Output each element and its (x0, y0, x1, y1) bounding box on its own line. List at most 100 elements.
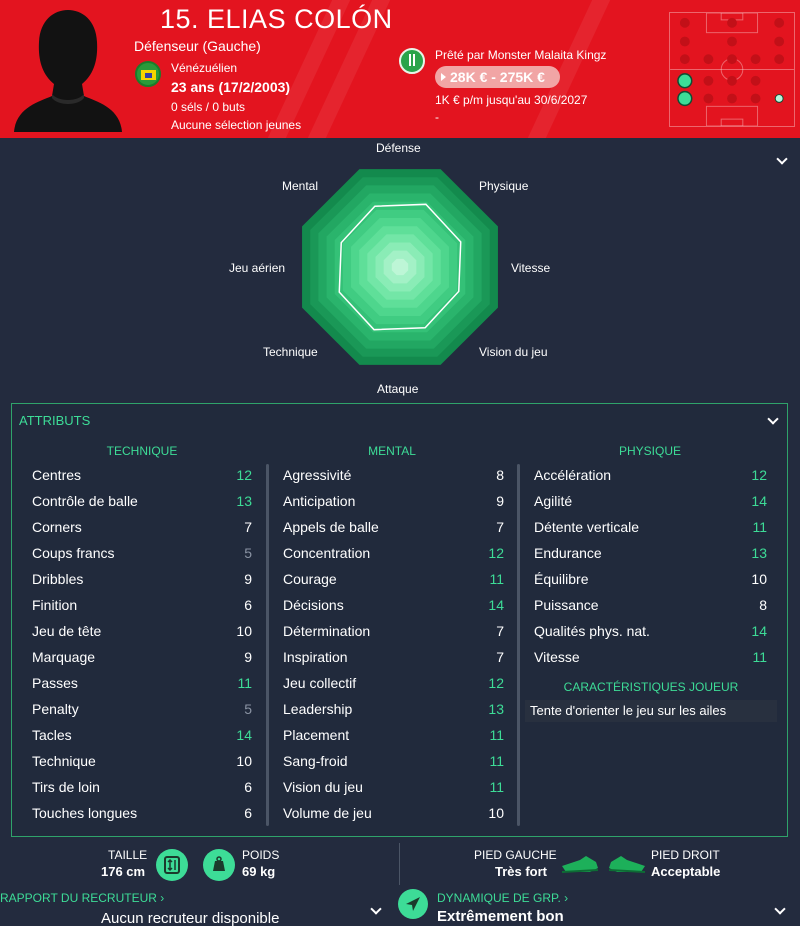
player-traits-heading: CARACTÉRISTIQUES JOUEUR (563, 680, 739, 694)
attribute-row[interactable]: Vision du jeu 11 (283, 775, 504, 801)
attribute-row[interactable]: Penalty 5 (32, 697, 252, 723)
attribute-value: 7 (496, 623, 504, 639)
attribute-value: 12 (751, 467, 767, 483)
player-name: 15. ELIAS COLÓN (160, 4, 393, 34)
weight-label: POIDS (242, 848, 280, 862)
attribute-value: 6 (244, 805, 252, 821)
footer-divider (399, 843, 400, 885)
attribute-row[interactable]: Passes 11 (32, 671, 252, 697)
attribute-row[interactable]: Placement 11 (283, 723, 504, 749)
team-dynamics-link[interactable]: DYNAMIQUE DE GRP. › (437, 891, 569, 905)
player-radar-shape (338, 203, 462, 331)
arrow-right-icon (441, 73, 446, 81)
attribute-name: Marquage (32, 649, 96, 665)
chevron-down-icon[interactable] (774, 903, 786, 915)
attribute-name: Sang-froid (283, 753, 348, 769)
attribute-row[interactable]: Jeu collectif 12 (283, 671, 504, 697)
attribute-name: Appels de balle (283, 519, 379, 535)
attribute-name: Placement (283, 727, 350, 743)
attribute-value: 11 (489, 753, 504, 769)
attribute-row[interactable]: Leadership 13 (283, 697, 504, 723)
left-foot-label: PIED GAUCHE (474, 848, 557, 862)
attribute-name: Inspiration (283, 649, 348, 665)
radar-label-mental: Mental (282, 179, 319, 193)
loan-info[interactable]: Prêté par Monster Malaita Kingz (435, 48, 607, 62)
attribute-name: Courage (283, 571, 337, 587)
attribute-row[interactable]: Technique 10 (32, 749, 252, 775)
club-logo-icon[interactable] (399, 48, 425, 74)
attribute-radar-chart (302, 169, 498, 365)
attribute-name: Agressivité (283, 467, 352, 483)
attribute-row[interactable]: Équilibre 10 (534, 567, 767, 593)
attribute-value: 6 (244, 597, 252, 613)
left-boot-icon (561, 856, 599, 873)
attribute-row[interactable]: Marquage 9 (32, 645, 252, 671)
attribute-value: 14 (751, 493, 767, 509)
attribute-value: 11 (752, 519, 767, 535)
height-icon (156, 849, 188, 881)
attribute-value: 11 (489, 727, 504, 743)
attribute-row[interactable]: Corners 7 (32, 515, 252, 541)
attribute-row[interactable]: Endurance 13 (534, 541, 767, 567)
attribute-row[interactable]: Qualités phys. nat. 14 (534, 619, 767, 645)
position-pitch-map[interactable] (669, 12, 795, 127)
attribute-value: 11 (489, 779, 504, 795)
attribute-row[interactable]: Centres 12 (32, 463, 252, 489)
attribute-row[interactable]: Puissance 8 (534, 593, 767, 619)
attribute-row[interactable]: Agressivité 8 (283, 463, 504, 489)
attribute-name: Détermination (283, 623, 371, 639)
attribute-name: Qualités phys. nat. (534, 623, 650, 639)
attribute-value: 9 (496, 493, 504, 509)
attribute-row[interactable]: Tirs de loin 6 (32, 775, 252, 801)
nationality: Vénézuélien (171, 61, 238, 75)
attribute-name: Agilité (534, 493, 573, 509)
attribute-row[interactable]: Coups francs 5 (32, 541, 252, 567)
attribute-name: Équilibre (534, 571, 589, 587)
attribute-row[interactable]: Contrôle de balle 13 (32, 489, 252, 515)
chevron-down-icon[interactable] (767, 413, 779, 425)
attribute-row[interactable]: Volume de jeu 10 (283, 801, 504, 827)
player-age: 23 ans (17/2/2003) (171, 79, 291, 95)
attribute-row[interactable]: Dribbles 9 (32, 567, 252, 593)
attribute-name: Technique (32, 753, 96, 769)
extra-info: - (435, 110, 439, 124)
attribute-row[interactable]: Appels de balle 7 (283, 515, 504, 541)
attribute-row[interactable]: Concentration 12 (283, 541, 504, 567)
attribute-row[interactable]: Courage 11 (283, 567, 504, 593)
attribute-row[interactable]: Détermination 7 (283, 619, 504, 645)
radar-label-aerien: Jeu aérien (229, 261, 286, 275)
mental-list: Agressivité 8 Anticipation 9 Appels de balle… (283, 463, 504, 827)
attribute-row[interactable]: Accélération 12 (534, 463, 767, 489)
attribute-row[interactable]: Sang-froid 11 (283, 749, 504, 775)
wage-info: 1K € p/m jusqu'au 30/6/2027 (435, 93, 588, 107)
column-divider (517, 464, 520, 826)
attribute-row[interactable]: Anticipation 9 (283, 489, 504, 515)
attribute-row[interactable]: Vitesse 11 (534, 645, 767, 671)
attribute-value: 9 (244, 571, 252, 587)
chevron-down-icon[interactable] (370, 903, 382, 915)
attribute-name: Contrôle de balle (32, 493, 138, 509)
right-foot-label: PIED DROIT (651, 848, 720, 862)
attribute-name: Volume de jeu (283, 805, 372, 821)
player-trait[interactable]: Tente d'orienter le jeu sur les ailes (525, 700, 777, 722)
attribute-row[interactable]: Tacles 14 (32, 723, 252, 749)
player-position: Défenseur (Gauche) (134, 38, 261, 54)
attribute-value: 7 (496, 649, 504, 665)
attribute-row[interactable]: Finition 6 (32, 593, 252, 619)
attribute-row[interactable]: Agilité 14 (534, 489, 767, 515)
attribute-name: Anticipation (283, 493, 356, 509)
attribute-value: 5 (244, 545, 252, 561)
attribute-name: Concentration (283, 545, 371, 561)
attribute-value: 13 (751, 545, 767, 561)
attribute-name: Dribbles (32, 571, 84, 587)
attribute-row[interactable]: Décisions 14 (283, 593, 504, 619)
attribute-row[interactable]: Inspiration 7 (283, 645, 504, 671)
attribute-row[interactable]: Détente verticale 11 (534, 515, 767, 541)
attribute-row[interactable]: Touches longues 6 (32, 801, 252, 827)
attribute-row[interactable]: Jeu de tête 10 (32, 619, 252, 645)
attribute-value: 11 (752, 649, 767, 665)
radar-label-technique: Technique (263, 345, 318, 359)
attribute-value: 8 (496, 467, 504, 483)
scout-report-link[interactable]: RAPPORT DU RECRUTEUR › (0, 891, 165, 905)
weight-value: 69 kg (242, 864, 276, 879)
